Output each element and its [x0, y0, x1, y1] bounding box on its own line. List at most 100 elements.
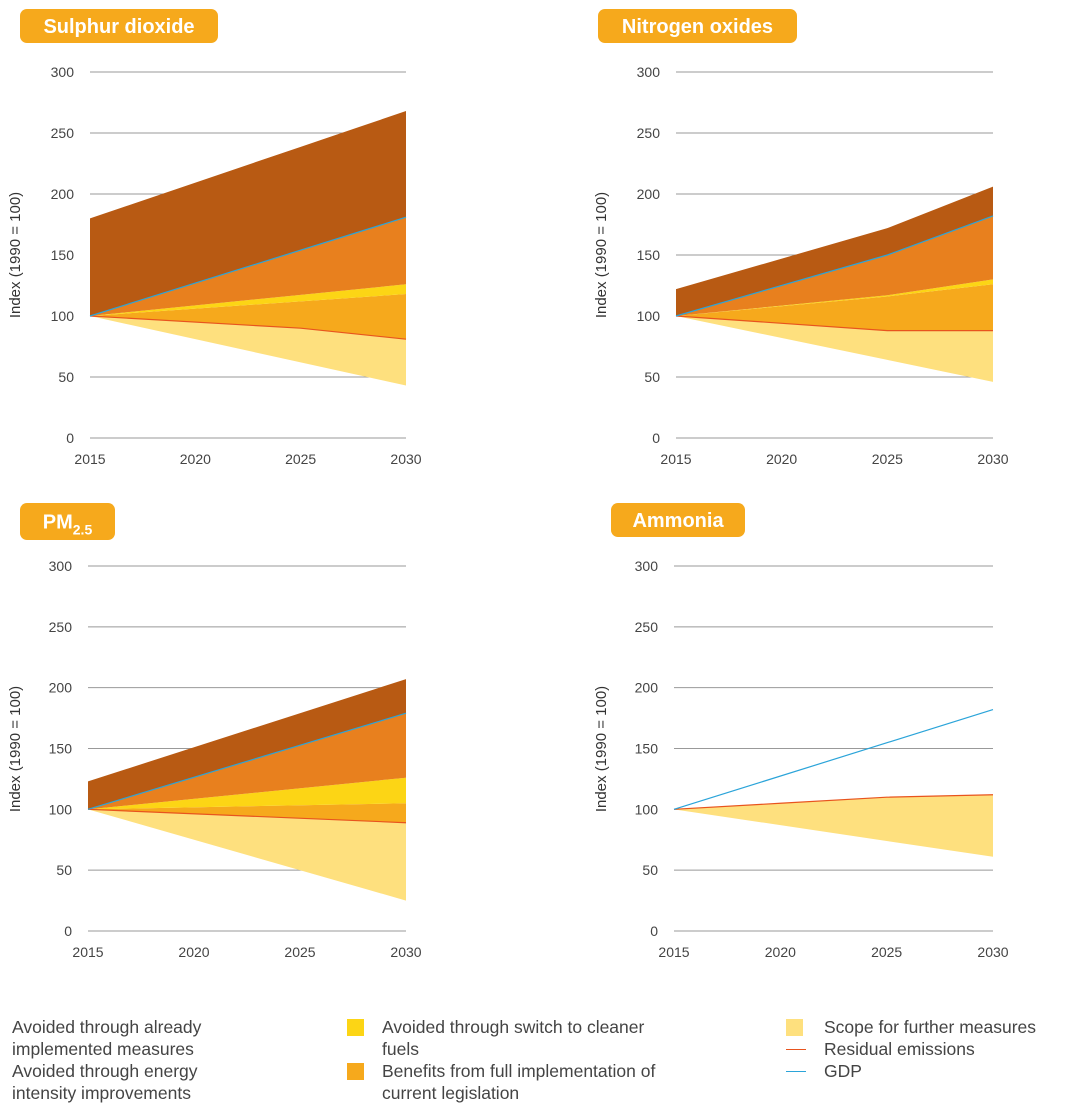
legend-label-gdp: GDP [824, 1061, 862, 1081]
area-legislation [88, 803, 406, 823]
chart-panel-1: 0 50 100 150 200 250 300 2015 2020 2025 2030 Index … [7, 9, 422, 467]
y-tick-label: 50 [644, 369, 660, 385]
x-tick-label: 2020 [178, 944, 209, 960]
chart-panel-4: 0 50 100 150 200 250 300 2015 2020 2025 2030 Index … [593, 503, 1009, 960]
x-tick-label: 2025 [871, 944, 902, 960]
y-axis-label: Index (1990 = 100) [593, 686, 610, 812]
chart-title: Ammonia [632, 510, 724, 532]
area-energy-intensity [676, 215, 993, 316]
x-tick-label: 2025 [284, 944, 315, 960]
y-tick-label: 250 [51, 125, 75, 141]
legend-item-gdp: GDP [786, 1060, 1082, 1082]
chart-title-badge [598, 9, 797, 43]
y-axis-label: Index (1990 = 100) [7, 192, 24, 318]
area-legislation [676, 284, 993, 331]
x-tick-label: 2015 [660, 451, 691, 467]
x-tick-label: 2030 [977, 451, 1008, 467]
y-tick-label: 250 [637, 125, 661, 141]
chart-title-main: Nitrogen oxides [622, 16, 773, 38]
y-tick-label: 50 [56, 862, 72, 878]
y-tick-label: 100 [637, 308, 661, 324]
legend-swatch-cleaner-fuels [347, 1019, 364, 1036]
legend-label-implemented: Avoided through already implemented meas… [12, 1017, 202, 1059]
legend-swatch-further-scope [786, 1019, 803, 1036]
y-tick-label: 100 [635, 801, 659, 817]
y-tick-label: 250 [49, 619, 73, 635]
residual-emissions-line [673, 794, 994, 810]
gdp-line [673, 708, 994, 810]
y-tick-label: 300 [637, 64, 661, 80]
residual-emissions-line [675, 315, 993, 332]
x-tick-label: 2030 [390, 944, 421, 960]
y-tick-label: 100 [51, 308, 75, 324]
x-tick-label: 2030 [977, 944, 1008, 960]
legend-item-residual: Residual emissions [786, 1038, 1082, 1060]
chart-panel-3: 0 50 100 150 200 250 300 2015 2020 2025 2030 Index … [7, 503, 422, 960]
legend-label-residual: Residual emissions [824, 1039, 975, 1059]
chart-title-subscript: 2.5 [73, 522, 93, 538]
chart-panel-2: 0 50 100 150 200 250 300 2015 2020 2025 2030 Index … [593, 9, 1009, 467]
legend-item-further-scope: Scope for further measures [786, 1016, 1082, 1038]
legend-item-legislation: Benefits from full implementation of cur… [347, 1060, 727, 1104]
y-tick-label: 150 [635, 741, 659, 757]
chart-title: Nitrogen oxides [622, 16, 773, 38]
x-tick-label: 2030 [390, 451, 421, 467]
chart-title-main: PM [43, 512, 73, 534]
y-tick-label: 150 [637, 247, 661, 263]
x-tick-label: 2025 [872, 451, 903, 467]
chart-title: Sulphur dioxide [43, 16, 194, 38]
chart-title-badge [20, 9, 218, 43]
legend-swatch-legislation [347, 1063, 364, 1080]
area-further-scope [674, 794, 993, 857]
residual-emissions-line [89, 315, 407, 340]
x-tick-label: 2015 [72, 944, 103, 960]
y-tick-label: 300 [635, 558, 659, 574]
residual-emissions-line [87, 808, 407, 824]
area-further-scope [676, 316, 993, 382]
y-tick-label: 150 [49, 741, 73, 757]
area-implemented [90, 111, 406, 316]
y-tick-label: 200 [635, 680, 659, 696]
legend-label-further-scope: Scope for further measures [824, 1017, 1037, 1037]
legend-column-1: Avoided through already implemented meas… [12, 1016, 312, 1104]
area-legislation [90, 294, 406, 340]
legend-item-cleaner-fuels: Avoided through switch to cleaner fuels [347, 1016, 727, 1060]
x-tick-label: 2020 [765, 944, 796, 960]
y-tick-label: 0 [66, 430, 74, 446]
y-axis-label: Index (1990 = 100) [593, 192, 610, 318]
legend-label-energy-intensity: Avoided through energy intensity improve… [12, 1061, 198, 1103]
gdp-line [675, 215, 994, 317]
chart-title-badge [20, 503, 115, 540]
chart-title-badge [611, 503, 745, 537]
x-tick-label: 2025 [285, 451, 316, 467]
x-tick-label: 2020 [180, 451, 211, 467]
y-tick-label: 200 [51, 186, 75, 202]
chart-title-main: Ammonia [632, 510, 724, 532]
y-tick-label: 50 [642, 862, 658, 878]
area-implemented [88, 679, 406, 810]
legend-column-3: Scope for further measures Residual emis… [786, 1016, 1082, 1082]
y-axis-label: Index (1990 = 100) [7, 686, 24, 812]
y-tick-label: 300 [49, 558, 73, 574]
legend-column-2: Avoided through switch to cleaner fuels … [347, 1016, 727, 1104]
y-tick-label: 0 [64, 923, 72, 939]
area-further-scope [90, 316, 406, 386]
legend-item-energy-intensity: Avoided through energy intensity improve… [12, 1060, 312, 1104]
chart-title-main: Sulphur dioxide [43, 16, 194, 38]
y-tick-label: 0 [650, 923, 658, 939]
charts-canvas: 0 50 100 150 200 250 300 2015 2020 2025 2030 Index … [7, 9, 1009, 960]
legend-swatch-gdp [786, 1071, 806, 1072]
x-tick-label: 2015 [74, 451, 105, 467]
y-tick-label: 200 [637, 186, 661, 202]
legend-label-cleaner-fuels: Avoided through switch to cleaner fuels [382, 1017, 645, 1059]
gdp-line [87, 712, 407, 810]
y-tick-label: 300 [51, 64, 75, 80]
y-tick-label: 50 [58, 369, 74, 385]
x-tick-label: 2020 [766, 451, 797, 467]
chart-title: PM2.5 [43, 512, 93, 538]
area-implemented [676, 186, 993, 316]
y-tick-label: 250 [635, 619, 659, 635]
y-tick-label: 200 [49, 680, 73, 696]
legend-label-legislation: Benefits from full implementation of cur… [382, 1061, 656, 1103]
y-tick-label: 0 [652, 430, 660, 446]
